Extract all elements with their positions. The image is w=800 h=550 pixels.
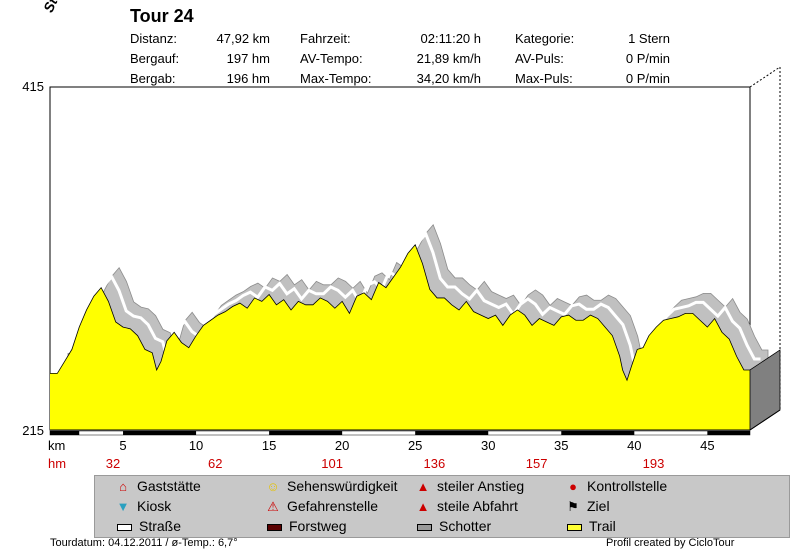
legend-item-kiosk: ▼ Kiosk	[115, 498, 172, 514]
road-swatch	[117, 523, 132, 531]
bergauf-value: 197 hm	[226, 51, 270, 66]
trail-swatch	[567, 523, 582, 531]
kiosk-icon: ▼	[116, 499, 130, 514]
legend-item-steep-up: ▲ steiler Anstieg	[415, 478, 525, 494]
kategorie-value: 1 Stern	[628, 31, 670, 46]
legend: ⌂ Gaststätte ☺ Sehenswürdigkeit ▲ steiler Ans…	[94, 475, 790, 538]
hm-mark-0: 32	[106, 456, 120, 471]
stop-icon: ●	[569, 479, 577, 494]
chart-frame-front	[50, 349, 781, 431]
legend-item-trail: Trail	[565, 518, 616, 534]
x-tick-15: 15	[262, 438, 276, 453]
distanz-value: 47,92 km	[216, 31, 270, 46]
fahrzeit-label: Fahrzeit:	[300, 31, 351, 46]
x-tick-35: 35	[554, 438, 568, 453]
forest-swatch	[267, 523, 282, 531]
hm-mark-5: 193	[643, 456, 665, 471]
legend-label: Kontrollstelle	[587, 478, 668, 494]
x-tick-30: 30	[481, 438, 495, 453]
legend-label: Gefahrenstelle	[287, 498, 379, 514]
depth-edge-top	[749, 66, 781, 88]
legend-label: steile Abfahrt	[437, 498, 518, 514]
x-axis-label: km	[48, 438, 65, 453]
legend-item-smiley: ☺ Sehenswürdigkeit	[265, 478, 398, 494]
surface-segment-3	[415, 431, 489, 435]
tour-title: Tour 24	[130, 6, 194, 26]
distanz-label: Distanz:	[130, 31, 177, 46]
legend-label: Schotter	[439, 518, 492, 534]
surface-segment-4	[561, 431, 635, 435]
legend-item-flag: ⚑ Ziel	[565, 498, 610, 515]
x-tick-40: 40	[627, 438, 641, 453]
hm-mark-1: 62	[208, 456, 222, 471]
kategorie-label: Kategorie:	[515, 31, 575, 46]
legend-item-gravel: Schotter	[415, 518, 491, 534]
hm-axis-label: hm	[48, 456, 66, 471]
x-tick-10: 10	[189, 438, 203, 453]
bergab-label: Bergab:	[130, 71, 176, 86]
hm-mark-2: 101	[321, 456, 343, 471]
max-puls-label: Max-Puls:	[515, 71, 573, 86]
legend-label: Trail	[589, 518, 616, 534]
elevation-fill	[50, 244, 750, 430]
surface-segment-2	[269, 431, 343, 435]
x-tick-25: 25	[408, 438, 422, 453]
house-icon: ⌂	[119, 479, 127, 494]
hm-mark-3: 136	[424, 456, 446, 471]
max-puls-value: 0 P/min	[625, 71, 670, 86]
y-tick-top: 415	[22, 79, 44, 94]
fahrzeit-value: 02:11:20 h	[420, 31, 481, 46]
depth-edge-bottom	[749, 409, 781, 431]
legend-item-stop: ● Kontrollstelle	[565, 478, 667, 494]
tour-date-footer: Tourdatum: 04.12.2011 / ø-Temp.: 6,7°	[50, 537, 238, 549]
legend-item-steep-down: ▲ steile Abfahrt	[415, 498, 518, 514]
steep-up-icon: ▲	[416, 479, 430, 494]
legend-label: Kiosk	[137, 498, 172, 514]
legend-label: Straße	[139, 518, 182, 534]
x-tick-45: 45	[700, 438, 714, 453]
av-puls-value: 0 P/min	[625, 51, 670, 66]
surface-segment-5	[707, 431, 750, 435]
elevation-line	[50, 244, 750, 382]
y-tick-bottom: 215	[22, 423, 44, 438]
legend-item-danger: ⚠ Gefahrenstelle	[265, 498, 378, 515]
surface-segment-1	[123, 431, 197, 435]
bergab-value: 196 hm	[226, 71, 270, 86]
credit-footer: Profil created by CicloTour	[606, 537, 735, 549]
smiley-icon: ☺	[266, 479, 280, 494]
legend-label: Gaststätte	[137, 478, 201, 494]
hm-mark-4: 157	[526, 456, 548, 471]
gravel-swatch	[417, 523, 432, 531]
legend-item-forest: Forstweg	[265, 518, 347, 534]
bergauf-label: Bergauf:	[130, 51, 180, 66]
surface-segment-0	[50, 431, 80, 435]
flag-icon: ⚑	[567, 499, 579, 514]
max-tempo-value: 34,20 km/h	[416, 71, 481, 86]
elevation-area	[50, 224, 769, 430]
x-tick-5: 5	[119, 438, 126, 453]
legend-label: steiler Anstieg	[437, 478, 525, 494]
danger-icon: ⚠	[267, 499, 279, 514]
max-tempo-label: Max-Tempo:	[300, 71, 372, 86]
av-tempo-label: AV-Tempo:	[300, 51, 363, 66]
elevation-profile-chart: 415 215 km 5 10 15 20 25 30 35 40 45 hm 32 62 101 136 157…	[22, 66, 781, 471]
legend-item-road: Straße	[115, 518, 181, 534]
av-tempo-value: 21,89 km/h	[416, 51, 481, 66]
legend-label: Ziel	[587, 498, 610, 514]
legend-label: Forstweg	[289, 518, 347, 534]
legend-item-house: ⌂ Gaststätte	[115, 478, 201, 494]
chart-axes: 415 215 km 5 10 15 20 25 30 35 40 45 hm 32 62 101 136 157…	[22, 79, 751, 471]
x-tick-20: 20	[335, 438, 349, 453]
steep-down-icon: ▲	[416, 499, 430, 514]
av-puls-label: AV-Puls:	[515, 51, 564, 66]
legend-label: Sehenswürdigkeit	[287, 478, 398, 494]
